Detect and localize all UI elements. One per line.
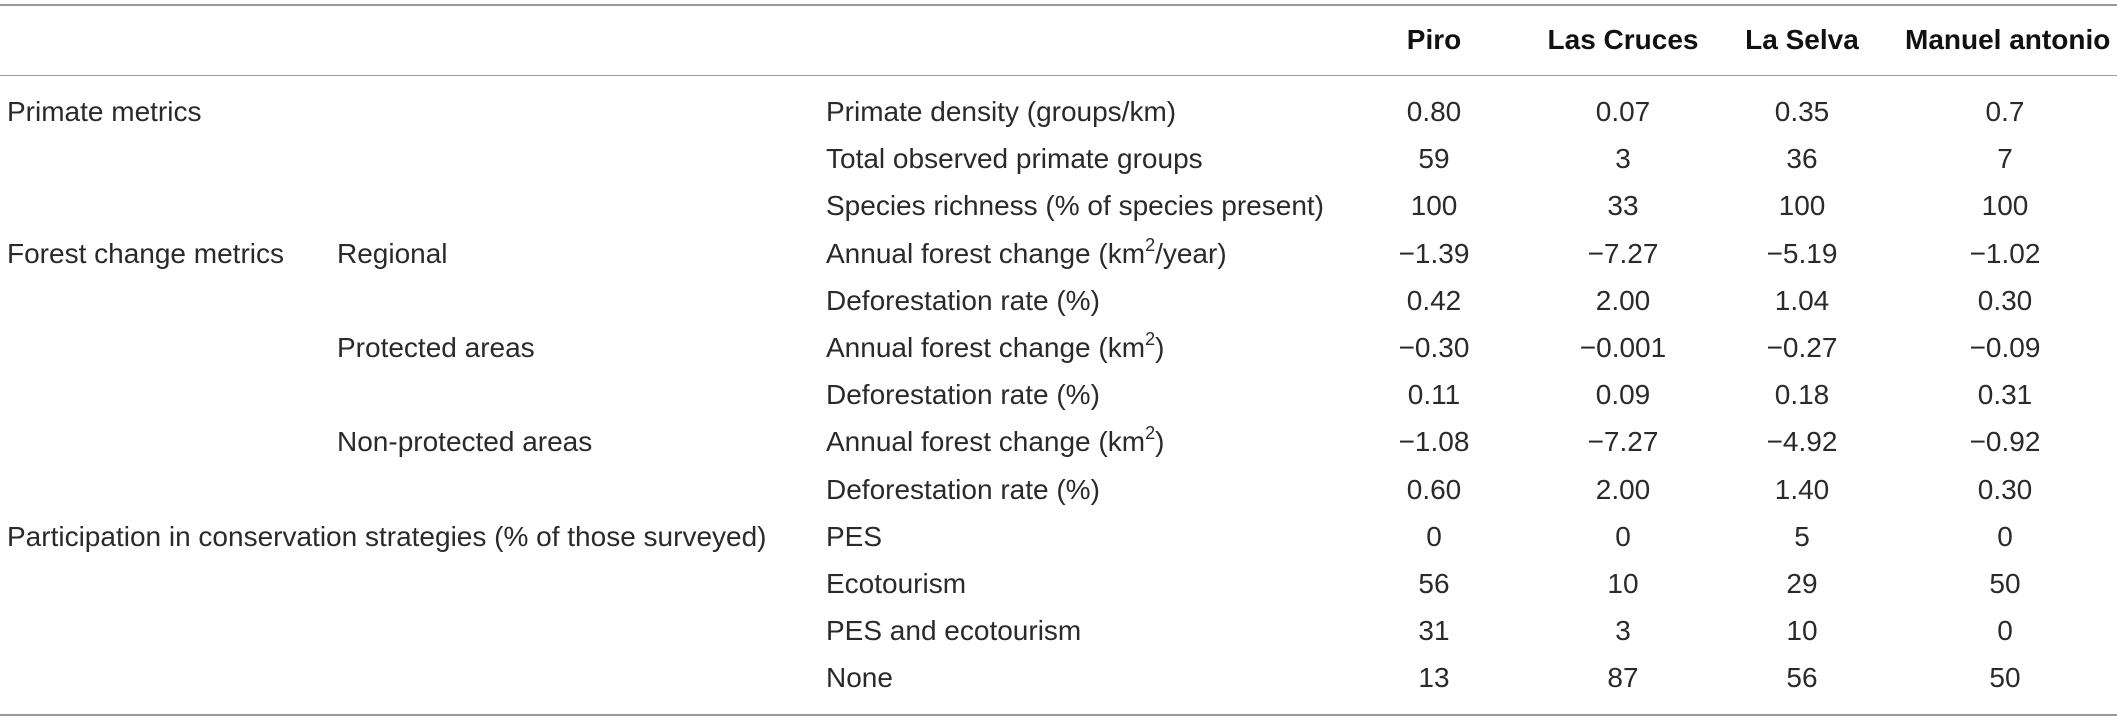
metric-label: Annual forest change (km [826, 332, 1146, 363]
row-metric: Primate density (groups/km) [826, 96, 1176, 128]
table-cell-value: 13 [1418, 662, 1450, 693]
metric-label: Deforestation rate (%) [826, 379, 1100, 410]
table-cell-value: 50 [1989, 568, 2021, 599]
table-cell-value: −1.39 [1398, 238, 1470, 269]
table-cell-value: 100 [1778, 190, 1826, 221]
row-category: Participation in conservation strategies… [7, 521, 767, 552]
table-cell-value: 2.00 [1595, 285, 1651, 316]
table-cell-value: −0.27 [1766, 332, 1838, 363]
table-cell-value: 100 [1981, 190, 2029, 221]
row-metric: Deforestation rate (%) [826, 379, 1100, 411]
table-cell-value: 10 [1786, 615, 1818, 646]
table-cell-value: −4.92 [1766, 426, 1838, 457]
table-cell-value: 0.80 [1406, 96, 1462, 127]
row-metric: Annual forest change (km2/year) [826, 234, 1227, 270]
table-cell-value: 7 [1997, 143, 2013, 174]
metric-label: PES and ecotourism [826, 615, 1082, 646]
table-cell-value: −1.08 [1398, 426, 1470, 457]
metric-label-suffix: ) [1155, 332, 1165, 363]
column-header-las-cruces: Las Cruces [1547, 24, 1699, 55]
row-metric: Species richness (% of species present) [826, 190, 1324, 222]
metric-label: None [826, 662, 893, 693]
table-cell-value: 3 [1615, 143, 1631, 174]
row-category: Primate metrics [7, 96, 202, 127]
table-cell-value: 1.40 [1774, 474, 1830, 505]
metric-label: Annual forest change (km [826, 238, 1146, 269]
table-cell-value: 29 [1786, 568, 1818, 599]
table-cell-value: 56 [1786, 662, 1818, 693]
table-cell-value: 3 [1615, 615, 1631, 646]
table-cell-value: 31 [1418, 615, 1450, 646]
table-cell-value: 0.18 [1774, 379, 1830, 410]
table-cell-value: 10 [1607, 568, 1639, 599]
metric-unit-superscript: 2 [1145, 422, 1156, 443]
table-cell-value: 5 [1794, 521, 1810, 552]
table-cell-value: −0.001 [1579, 332, 1667, 363]
table-cell-value: 1.04 [1774, 285, 1830, 316]
table-cell-value: 0 [1426, 521, 1442, 552]
table-cell-value: 0.11 [1407, 379, 1461, 410]
table-cell-value: −7.27 [1587, 426, 1659, 457]
metric-label-suffix: ) [1155, 426, 1165, 457]
table-cell-value: −0.92 [1969, 426, 2041, 457]
table-cell-value: −0.30 [1398, 332, 1470, 363]
metric-unit-superscript: 2 [1145, 234, 1156, 255]
table-cell-value: 0.07 [1595, 96, 1651, 127]
table-cell-value: −7.27 [1587, 238, 1659, 269]
row-metric: Annual forest change (km2) [826, 328, 1165, 364]
column-header-piro: Piro [1406, 24, 1462, 55]
table-cell-value: 0 [1997, 521, 2013, 552]
table-cell-value: 0.30 [1977, 285, 2033, 316]
table-cell-value: 33 [1607, 190, 1639, 221]
row-category: Forest change metrics [7, 238, 284, 269]
table-cell-value: 56 [1418, 568, 1450, 599]
table-cell-value: 50 [1989, 662, 2021, 693]
metric-label: PES [826, 521, 883, 552]
row-metric: Deforestation rate (%) [826, 285, 1100, 317]
table-cell-value: 0 [1615, 521, 1631, 552]
column-header-la-selva: La Selva [1745, 24, 1859, 55]
metric-label: Ecotourism [826, 568, 967, 599]
table-cell-value: 0.31 [1977, 379, 2033, 410]
table-cell-value: −1.02 [1969, 238, 2041, 269]
metric-label: Deforestation rate (%) [826, 474, 1100, 505]
column-header-manuel-antonio: Manuel antonio [1905, 24, 2111, 55]
row-subcategory: Protected areas [337, 332, 535, 363]
table-cell-value: 0.60 [1406, 474, 1462, 505]
table-cell-value: 0.42 [1406, 285, 1462, 316]
table-cell-value: −5.19 [1766, 238, 1838, 269]
row-metric: Ecotourism [826, 568, 966, 600]
table-cell-value: 2.00 [1595, 474, 1651, 505]
row-metric: Total observed primate groups [826, 143, 1203, 175]
metric-unit-superscript: 2 [1145, 328, 1156, 349]
row-metric: PES [826, 521, 882, 553]
table-cell-value: 0.35 [1774, 96, 1830, 127]
row-metric: Deforestation rate (%) [826, 474, 1100, 506]
table-cell-value: 0.09 [1595, 379, 1651, 410]
metric-label-suffix: /year) [1155, 238, 1227, 269]
table-cell-value: 0.7 [1985, 96, 2025, 127]
row-metric: Annual forest change (km2) [826, 422, 1165, 458]
row-metric: PES and ecotourism [826, 615, 1081, 647]
table-cell-value: 59 [1418, 143, 1450, 174]
row-metric: None [826, 662, 893, 694]
metric-label: Total observed primate groups [826, 143, 1203, 174]
metric-label: Deforestation rate (%) [826, 285, 1100, 316]
table-cell-value: 36 [1786, 143, 1818, 174]
table-cell-value: −0.09 [1969, 332, 2041, 363]
row-subcategory: Regional [337, 238, 448, 269]
header-rule [0, 75, 2117, 76]
table-cell-value: 0 [1997, 615, 2013, 646]
metric-label: Species richness (% of species present) [826, 190, 1324, 221]
table-cell-value: 0.30 [1977, 474, 2033, 505]
top-rule [0, 4, 2117, 6]
table-cell-value: 100 [1410, 190, 1458, 221]
metric-label: Annual forest change (km [826, 426, 1146, 457]
row-subcategory: Non-protected areas [337, 426, 593, 457]
table-cell-value: 87 [1607, 662, 1639, 693]
bottom-rule [0, 714, 2117, 716]
metric-label: Primate density (groups/km) [826, 96, 1177, 127]
